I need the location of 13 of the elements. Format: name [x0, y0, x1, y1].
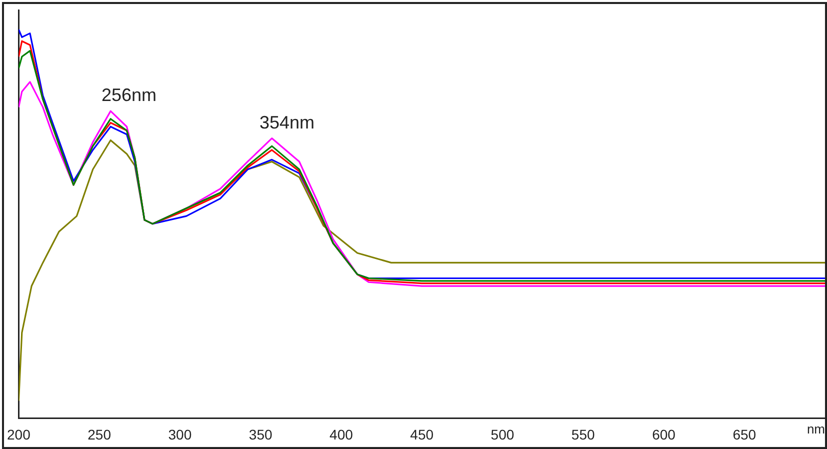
x-tick-label: 300	[168, 426, 192, 442]
x-tick-label: 650	[732, 426, 756, 442]
annotation: 354nm	[260, 112, 315, 132]
x-tick-label: 500	[490, 426, 514, 442]
x-tick-label: 550	[571, 426, 595, 442]
x-tick-label: 250	[88, 426, 112, 442]
x-tick-label: 350	[248, 426, 272, 442]
x-axis-title: nm	[806, 421, 825, 436]
annotation: 256nm	[101, 85, 157, 106]
x-tick-label: 600	[652, 426, 676, 442]
x-tick-label: 450	[410, 426, 434, 442]
x-tick-label: 200	[7, 426, 31, 442]
x-tick-label: 400	[330, 426, 354, 442]
